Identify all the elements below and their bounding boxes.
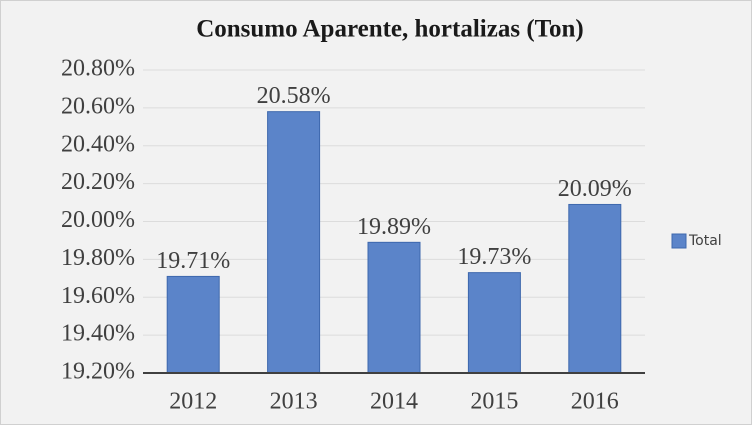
chart-title: Consumo Aparente, hortalizas (Ton) <box>196 16 584 43</box>
bar <box>166 275 220 374</box>
y-tick-label: 19.40% <box>61 321 135 347</box>
y-tick-label: 20.20% <box>61 169 135 195</box>
data-label: 19.89% <box>357 214 431 240</box>
x-tick-label: 2016 <box>571 389 619 415</box>
data-label: 20.09% <box>558 176 632 202</box>
bar <box>267 111 321 374</box>
data-label: 19.73% <box>457 244 531 270</box>
y-tick-label: 20.80% <box>61 56 135 82</box>
bar <box>367 241 421 374</box>
bar <box>568 203 622 374</box>
x-tick-label: 2014 <box>370 389 418 415</box>
y-tick-label: 20.40% <box>61 131 135 157</box>
x-tick-label: 2013 <box>270 389 318 415</box>
x-tick-label: 2012 <box>169 389 217 415</box>
y-tick-label: 20.00% <box>61 207 135 233</box>
bar <box>467 272 521 374</box>
y-tick-label: 19.60% <box>61 283 135 309</box>
y-tick-label: 19.20% <box>61 359 135 385</box>
y-tick-label: 20.60% <box>61 93 135 119</box>
x-tick-label: 2015 <box>470 389 518 415</box>
data-label: 20.58% <box>257 83 331 109</box>
legend-swatch <box>671 233 687 249</box>
data-label: 19.71% <box>156 248 230 274</box>
y-tick-label: 19.80% <box>61 245 135 271</box>
legend-label: Total <box>688 233 722 249</box>
